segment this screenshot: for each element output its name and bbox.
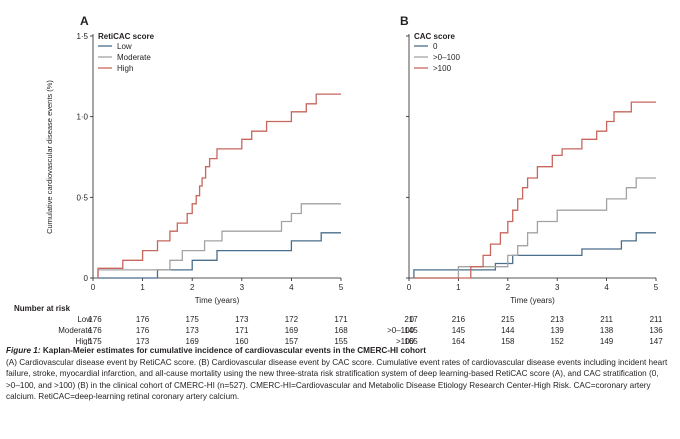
panel-b-at-risk-group: >0–100: [387, 326, 414, 335]
panel-a-legend-label: Low: [117, 42, 132, 51]
panel-a-letter: A: [80, 14, 89, 28]
panel-a-series-line-1: [98, 232, 341, 279]
panel-b-x-tick-label: 5: [654, 283, 659, 292]
panel-a-at-risk-heading: Number at risk: [14, 304, 71, 313]
panel-a-x-tick-label: 3: [240, 283, 245, 292]
panel-a-legend-title: RetiCAC score: [98, 32, 155, 41]
panel-a-x-tick-label: 1: [140, 283, 145, 292]
panel-a-at-risk-value: 176: [88, 326, 102, 335]
panel-a-at-risk-group: High: [76, 337, 92, 345]
panel-b-at-risk-value: 216: [452, 315, 466, 324]
panel-b-series-line-1: [413, 232, 656, 278]
panel-b-series-line-2: [413, 177, 656, 279]
panel-b-at-risk-value: 145: [404, 326, 418, 335]
panel-a-y-tick-label: 1·0: [76, 113, 88, 122]
panel-a-y-tick-label: 0·5: [76, 193, 88, 202]
panel-b-x-tick-label: 3: [555, 283, 560, 292]
panel-a-at-risk-value: 171: [334, 315, 348, 324]
kaplan-meier-figure: A 0 0·5 1·0 1·5 0 1 2 3 4 5 Time (years) Cumulative …: [14, 14, 663, 345]
panel-b-at-risk-value: 213: [551, 315, 565, 324]
panel-a-x-tick-label: 2: [190, 283, 195, 292]
panel-b-at-risk-group: >100: [396, 337, 415, 345]
panel-a-x-axis-label: Time (years): [195, 296, 240, 305]
panel-a-at-risk-value: 169: [285, 326, 299, 335]
panel-a-x-tick-label: 0: [91, 283, 96, 292]
panel-a-at-risk-value: 160: [235, 337, 249, 345]
panel-b-at-risk-value: 136: [649, 326, 663, 335]
panel-b-at-risk-value: 152: [551, 337, 565, 345]
panel-b-at-risk-value: 138: [600, 326, 614, 335]
panel-a-at-risk-value: 157: [285, 337, 299, 345]
panel-b-at-risk-value: 147: [649, 337, 663, 345]
panel-b-at-risk-value: 211: [600, 315, 613, 324]
panel-a-at-risk-value: 169: [186, 337, 200, 345]
caption-label: Figure 1:: [6, 346, 41, 355]
panel-a-at-risk-value: 173: [235, 315, 249, 324]
panel-b-series-line-3: [413, 101, 656, 279]
panel-b-legend-label: >0–100: [433, 53, 460, 62]
caption-body: (A) Cardiovascular disease event by Reti…: [6, 357, 668, 402]
panel-b-x-tick-label: 4: [604, 283, 609, 292]
panel-b-letter: B: [400, 14, 409, 28]
panel-b-at-risk-value: 149: [600, 337, 614, 345]
panel-a-at-risk-value: 176: [136, 315, 150, 324]
panel-b-at-risk-value: 211: [650, 315, 663, 324]
panel-b-at-risk-value: 158: [501, 337, 515, 345]
panel-a-at-risk-value: 171: [235, 326, 249, 335]
panel-b-x-tick-label: 2: [506, 283, 511, 292]
panel-a-at-risk-value: 176: [88, 315, 102, 324]
panel-a-at-risk-value: 176: [136, 326, 150, 335]
panel-b-at-risk-value: 145: [452, 326, 466, 335]
panel-b-at-risk-value: 215: [501, 315, 515, 324]
panel-b-at-risk-value: 217: [404, 315, 418, 324]
panel-b-at-risk-value: 165: [404, 337, 418, 345]
caption-title: Kaplan-Meier estimates for cumulative in…: [42, 346, 426, 355]
panel-a-at-risk-value: 173: [136, 337, 150, 345]
panel-a-at-risk-value: 175: [88, 337, 102, 345]
panel-b-legend-title: CAC score: [414, 32, 455, 41]
panel-b-at-risk-value: 164: [452, 337, 466, 345]
panel-a-y-tick-label: 0: [84, 274, 89, 283]
panel-a-at-risk-value: 175: [186, 315, 200, 324]
panel-a-y-tick-label: 1·5: [76, 32, 88, 41]
panel-a-series-line-3: [97, 93, 341, 278]
panel-a-at-risk-value: 173: [186, 326, 200, 335]
panel-a-legend-label: High: [117, 64, 133, 73]
panel-b-x-axis-label: Time (years): [510, 296, 555, 305]
panel-b-at-risk-group: 0: [410, 315, 415, 324]
panel-a-at-risk-value: 172: [285, 315, 299, 324]
panel-a-y-axis-label: Cumulative cardiovascular disease events…: [45, 80, 54, 234]
panel-a-x-tick-label: 4: [289, 283, 294, 292]
figure-caption: Figure 1: Kaplan-Meier estimates for cum…: [6, 345, 674, 403]
panel-a-at-risk-value: 155: [334, 337, 348, 345]
panel-b-x-tick-label: 0: [407, 283, 412, 292]
panel-a-legend-label: Moderate: [117, 53, 151, 62]
panel-a-at-risk-value: 168: [334, 326, 348, 335]
panel-a-at-risk-group: Moderate: [58, 326, 92, 335]
panel-b-legend-label: >100: [433, 64, 452, 73]
panel-b-legend-label: 0: [433, 42, 438, 51]
panel-b-x-tick-label: 1: [456, 283, 461, 292]
panel-a-series-line-2: [97, 203, 341, 278]
panel-a-x-tick-label: 5: [339, 283, 344, 292]
panel-a-at-risk-group: Low: [77, 315, 92, 324]
panel-b-at-risk-value: 144: [501, 326, 515, 335]
panel-b-at-risk-value: 139: [551, 326, 565, 335]
